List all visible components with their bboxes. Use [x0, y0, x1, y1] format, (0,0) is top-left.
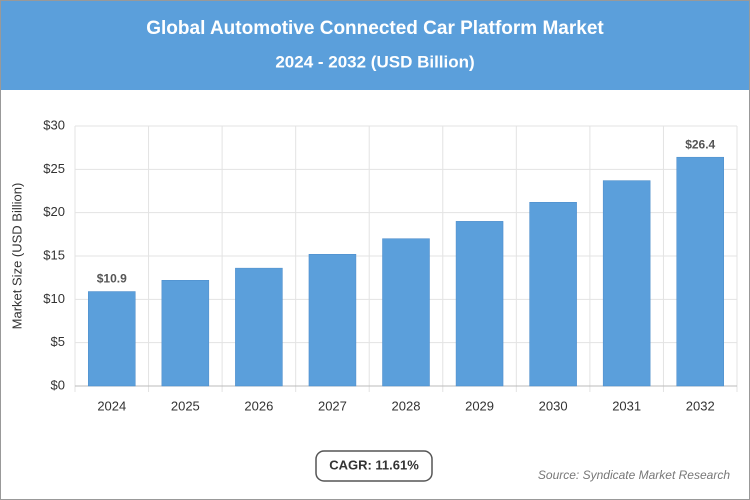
x-tick-label: 2024 — [97, 398, 126, 413]
y-tick-label: $10 — [43, 291, 65, 306]
x-tick-label: 2027 — [318, 398, 347, 413]
y-tick-label: $30 — [43, 117, 65, 132]
bar — [676, 156, 724, 387]
x-tick-label: 2032 — [686, 398, 715, 413]
x-tick-label: 2025 — [171, 398, 200, 413]
bar — [529, 202, 577, 387]
cagr-box — [315, 450, 433, 482]
y-axis-label: Market Size (USD Billion) — [9, 183, 24, 330]
bar — [161, 280, 210, 387]
data-label: $10.9 — [97, 272, 127, 286]
cagr-label: CAGR: 11.61% — [329, 457, 419, 472]
bar — [455, 221, 504, 387]
data-label: $26.4 — [685, 137, 715, 151]
chart-subtitle: 2024 - 2032 (USD Billion) — [275, 52, 474, 71]
bar — [382, 238, 430, 387]
bar — [88, 291, 136, 387]
bar — [602, 180, 651, 387]
x-tick-label: 2028 — [392, 398, 421, 413]
y-tick-label: $20 — [43, 204, 65, 219]
chart-title: Global Automotive Connected Car Platform… — [146, 18, 604, 39]
source: Source: Syndicate Market Research — [538, 468, 730, 482]
bar — [308, 254, 357, 387]
y-tick-label: $0 — [51, 377, 65, 392]
y-tick-label: $5 — [51, 334, 65, 349]
x-tick-label: 2026 — [244, 398, 273, 413]
bar — [235, 267, 283, 387]
x-tick-label: 2031 — [612, 398, 641, 413]
x-tick-label: 2030 — [539, 398, 568, 413]
header — [1, 1, 749, 90]
y-tick-label: $25 — [43, 161, 65, 176]
y-tick-label: $15 — [43, 247, 65, 262]
x-tick-label: 2029 — [465, 398, 494, 413]
